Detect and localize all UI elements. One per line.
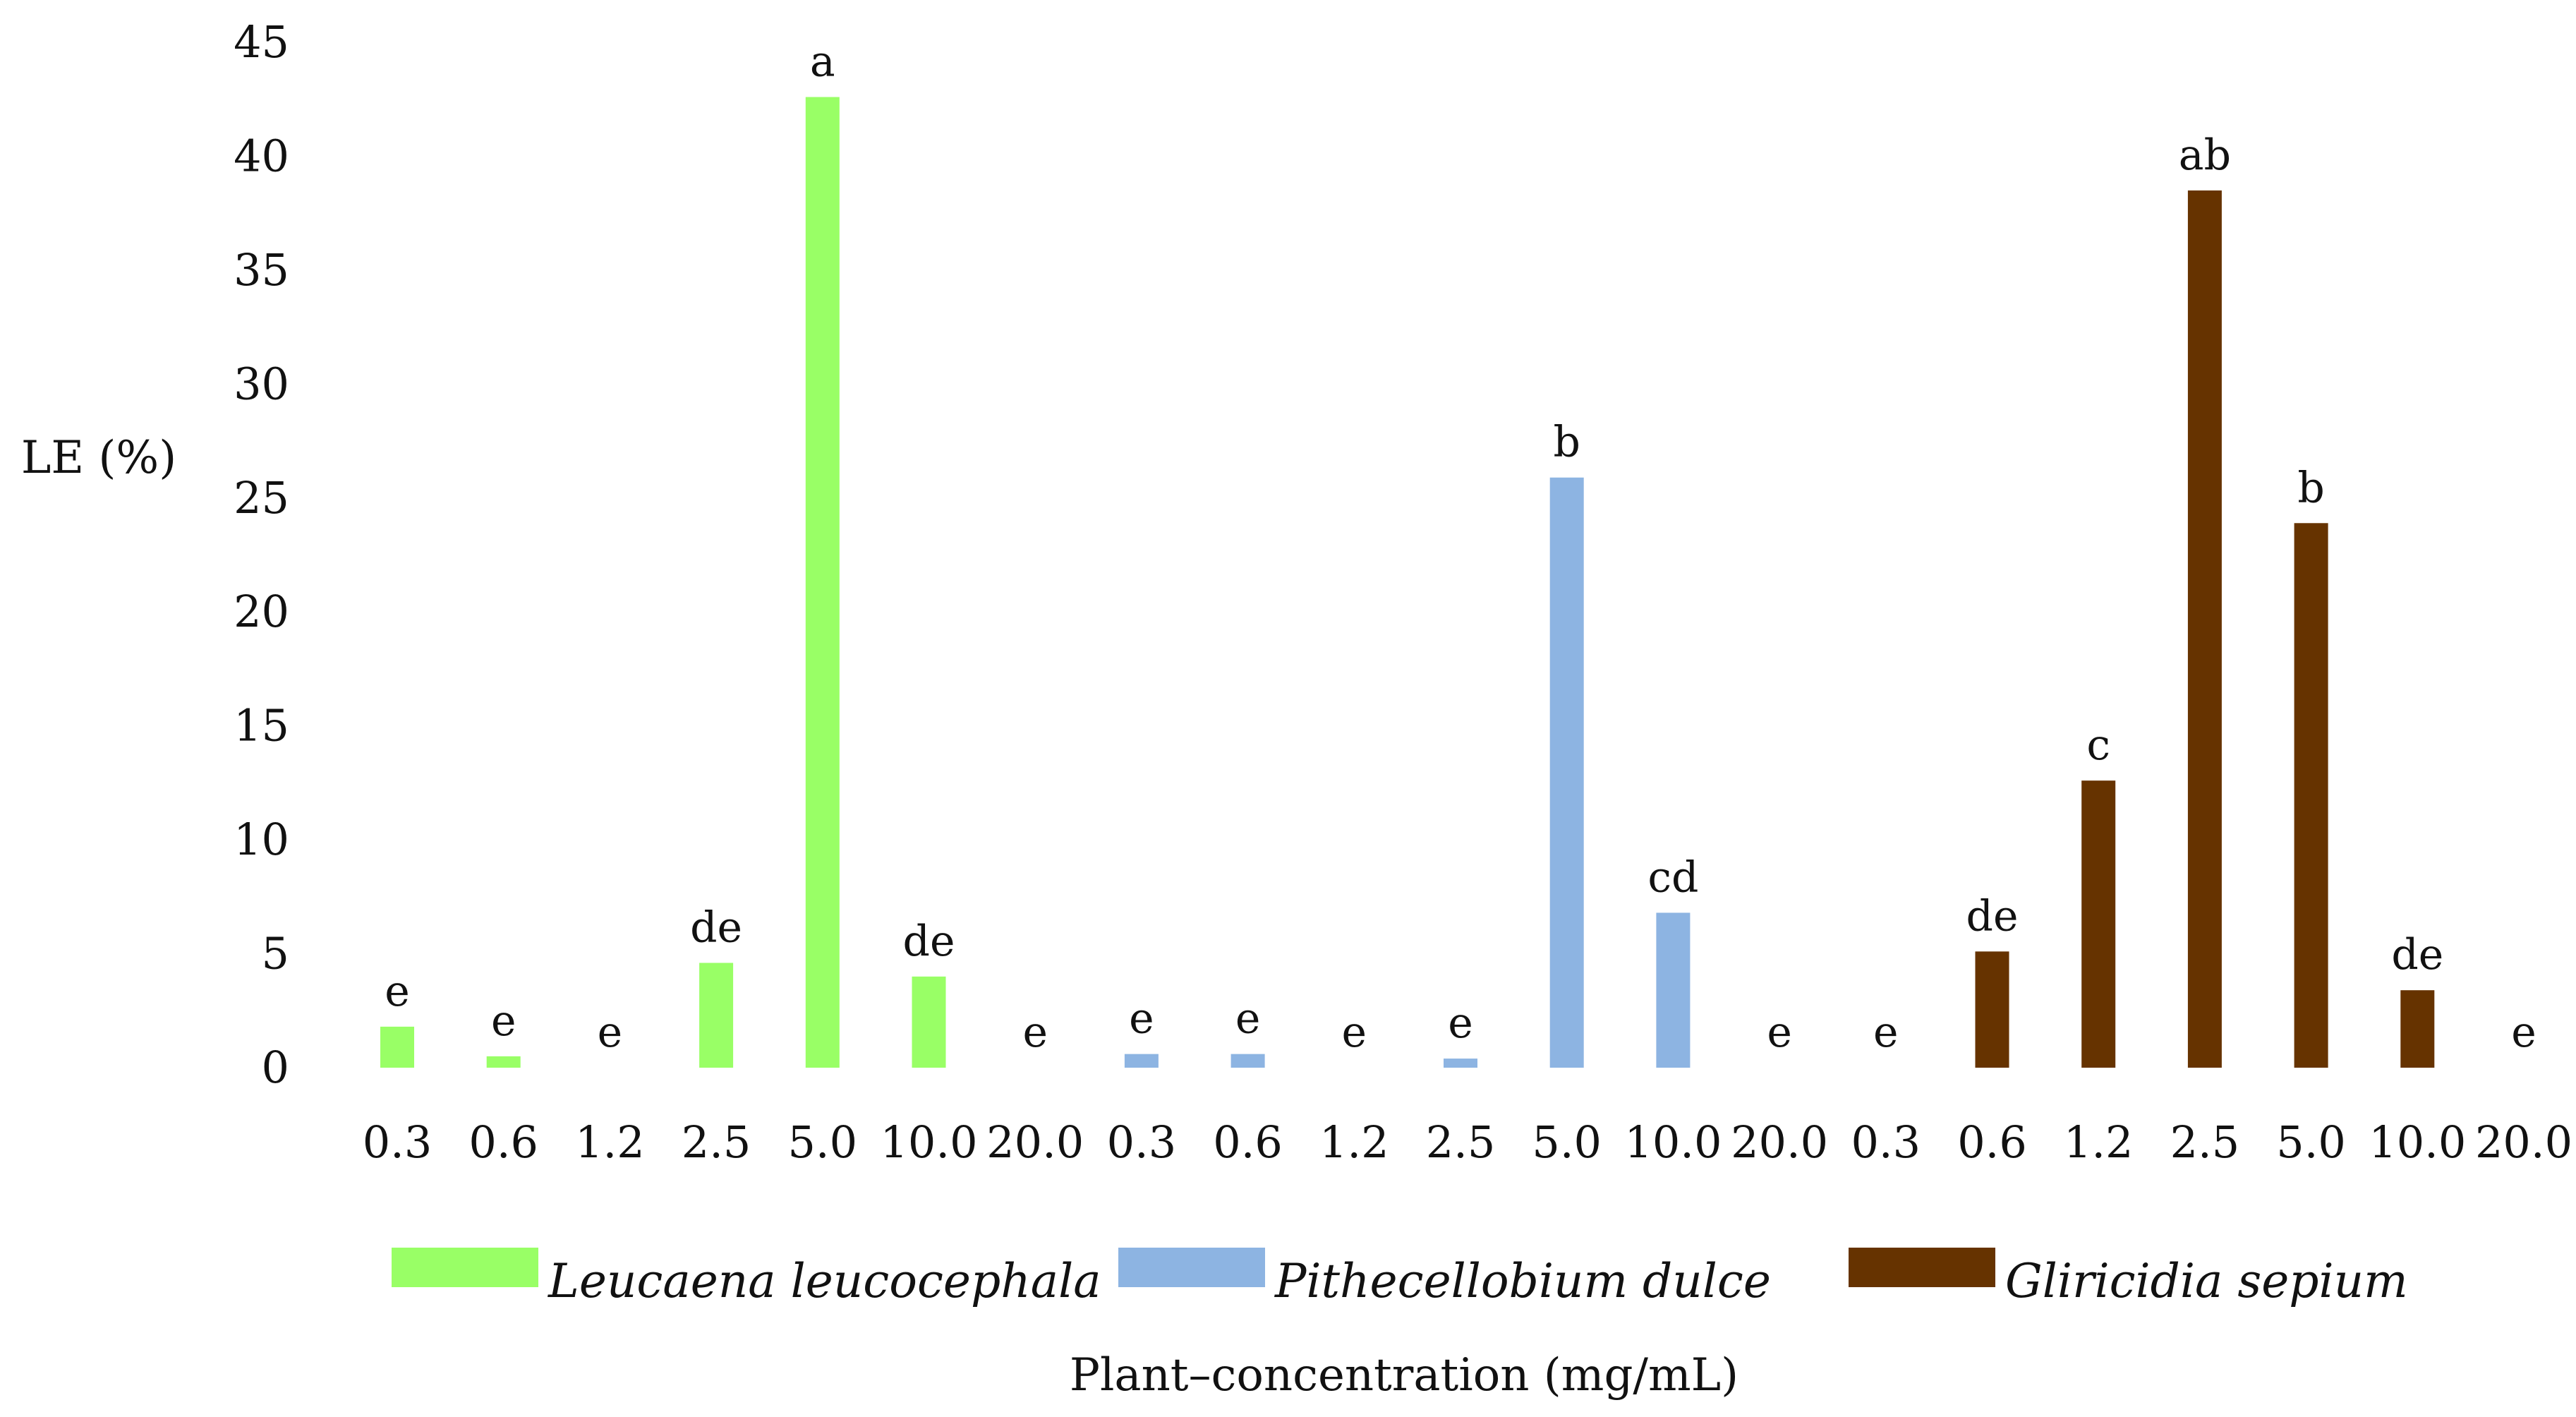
data-label: c [2086,720,2110,770]
data-label: e [1129,994,1154,1044]
x-tick-label: 5.0 [787,1116,857,1168]
bar [1230,1054,1265,1068]
x-tick-label: 10.0 [880,1116,977,1168]
legend-label: Gliricidia sepium [2005,1254,2408,1308]
x-tick-label: 2.5 [2170,1116,2240,1168]
data-label: e [1767,1008,1792,1057]
x-tick-label: 0.6 [1213,1116,1283,1168]
bar [1444,1059,1477,1068]
x-axis: 0.3 0.6 1.2 2.5 5.0 10.0 20.0 0.3 0.6 1.2 2.5 5.0 10… [363,1116,2572,1168]
x-tick-label: 5.0 [1532,1116,1602,1168]
x-tick-label: 0.6 [468,1116,538,1168]
x-tick-label: 0.3 [363,1116,433,1168]
y-tick-label: 35 [234,244,289,296]
legend-swatch [1849,1248,1995,1287]
data-label: e [1022,1008,1048,1057]
y-tick-label: 25 [234,472,289,524]
data-label: cd [1647,852,1698,902]
bar [2187,190,2222,1068]
bar [912,976,946,1068]
x-tick-label: 20.0 [2475,1116,2572,1168]
data-label: e [1235,994,1261,1044]
bar [2081,780,2116,1068]
y-tick-label: 30 [234,358,289,409]
bar [1656,912,1691,1068]
data-label: ab [2179,131,2231,180]
bar [380,1026,414,1068]
legend-item: Pithecellobium dulce [1118,1248,1771,1308]
data-label: de [1966,891,2019,941]
x-axis-title: Plant–concentration (mg/mL) [1070,1349,1739,1401]
data-label: e [2511,1008,2536,1057]
data-label: b [1553,418,1580,467]
bar [1549,477,1584,1068]
bars [380,97,2435,1068]
y-tick-label: 10 [234,814,289,865]
x-tick-label: 10.0 [2369,1116,2466,1168]
data-label: a [810,37,835,86]
data-label: e [1342,1008,1367,1057]
y-tick-label: 0 [262,1042,289,1093]
x-tick-label: 1.2 [575,1116,645,1168]
x-tick-label: 5.0 [2276,1116,2346,1168]
y-tick-label: 15 [234,700,289,752]
bar [1975,951,2009,1068]
data-label: b [2297,463,2324,512]
x-tick-label: 1.2 [1319,1116,1389,1168]
y-tick-label: 20 [234,586,289,637]
data-label: de [690,903,742,952]
x-tick-label: 20.0 [986,1116,1084,1168]
x-tick-label: 2.5 [1426,1116,1496,1168]
legend-item: Leucaena leucocephala [392,1248,1101,1308]
legend-item: Gliricidia sepium [1849,1248,2408,1308]
y-tick-label: 45 [234,16,289,68]
x-tick-label: 20.0 [1731,1116,1828,1168]
bar [699,963,734,1068]
data-label: e [491,996,516,1046]
x-tick-label: 1.2 [2064,1116,2134,1168]
data-labels: e e e de a de e e e e e b cd e e de c ab b de e [385,37,2536,1057]
legend-swatch [392,1248,538,1287]
x-tick-label: 10.0 [1624,1116,1722,1168]
y-tick-label: 40 [234,130,289,181]
x-tick-label: 0.3 [1851,1116,1921,1168]
x-tick-label: 0.3 [1107,1116,1177,1168]
data-label: de [903,917,955,966]
y-axis: 0 5 10 15 20 25 30 35 40 45 [234,16,289,1093]
data-label: e [385,967,410,1016]
bar [2294,523,2328,1068]
legend-label: Pithecellobium dulce [1274,1254,1771,1308]
data-label: e [598,1008,623,1057]
data-label: e [1448,999,1473,1048]
legend: Leucaena leucocephala Pithecellobium dulc… [392,1248,2408,1308]
data-label: de [2391,930,2443,979]
legend-swatch [1118,1248,1265,1287]
y-axis-title: LE (%) [21,432,176,484]
bar [805,97,840,1068]
x-tick-label: 2.5 [682,1116,751,1168]
bar [1124,1054,1159,1068]
data-label: e [1873,1008,1899,1057]
bar [2400,990,2435,1068]
legend-label: Leucaena leucocephala [548,1254,1101,1308]
y-tick-label: 5 [262,928,289,979]
bar [486,1056,521,1068]
x-tick-label: 0.6 [1957,1116,2027,1168]
